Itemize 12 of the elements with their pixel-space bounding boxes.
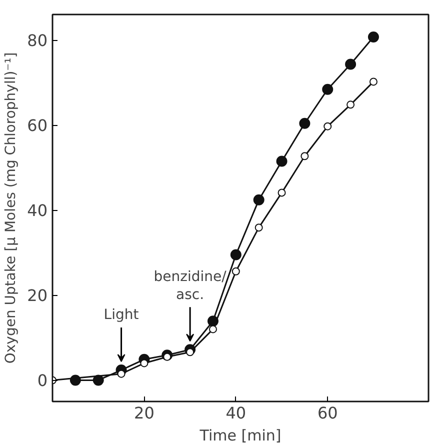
x-axis-title: Time [min] bbox=[198, 426, 282, 444]
y-tick-label: 0 bbox=[37, 371, 48, 390]
y-tick-label: 40 bbox=[27, 201, 48, 220]
y-tick-label: 20 bbox=[27, 286, 48, 306]
annotation: Light bbox=[104, 307, 140, 324]
x-tick-label: 40 bbox=[226, 404, 246, 422]
y-tick-label: 80 bbox=[27, 31, 48, 50]
x-tick-label: 60 bbox=[317, 404, 338, 422]
y-tick-label: 60 bbox=[27, 116, 48, 136]
y-axis-title: Oxygen Uptake [μ Moles (mg Chlorophyll)⁻¹] bbox=[3, 52, 20, 364]
annotation: benzidine/ asc. bbox=[154, 269, 227, 303]
x-tick-label: 20 bbox=[134, 404, 154, 422]
